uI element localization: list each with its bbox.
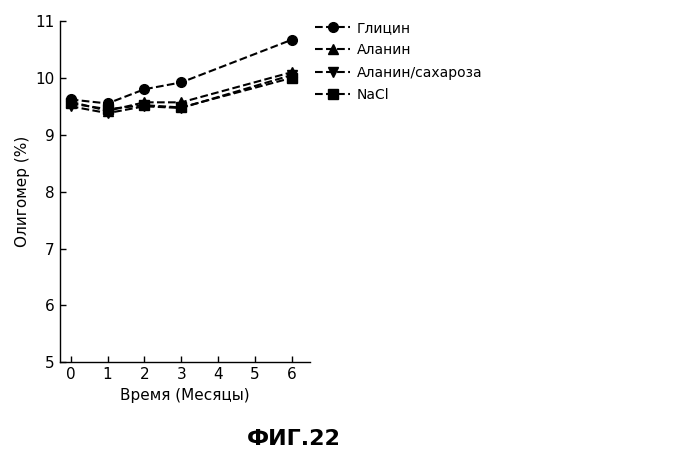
Аланин/сахароза (287, 72, 296, 78)
NaCl (287, 75, 296, 81)
Глицин (103, 101, 112, 106)
Text: ФИГ.22: ФИГ.22 (247, 429, 340, 449)
Аланин (177, 99, 185, 105)
Y-axis label: Олигомер (%): Олигомер (%) (15, 136, 30, 247)
Аланин (66, 99, 75, 104)
Line: Глицин: Глицин (66, 35, 296, 109)
Аланин (287, 69, 296, 75)
Глицин (177, 80, 185, 85)
Line: Аланин: Аланин (66, 67, 296, 116)
Аланин (103, 108, 112, 114)
Аланин/сахароза (103, 110, 112, 116)
Line: NaCl: NaCl (66, 73, 296, 114)
Legend: Глицин, Аланин, Аланин/сахароза, NaCl: Глицин, Аланин, Аланин/сахароза, NaCl (315, 21, 482, 102)
X-axis label: Время (Месяцы): Время (Месяцы) (120, 388, 250, 403)
NaCl (140, 103, 149, 108)
Аланин/сахароза (177, 105, 185, 111)
Line: Аланин/сахароза: Аланин/сахароза (66, 70, 296, 118)
NaCl (66, 101, 75, 106)
Аланин/сахароза (66, 104, 75, 109)
Глицин (140, 87, 149, 92)
Аланин (140, 99, 149, 105)
NaCl (177, 105, 185, 110)
Глицин (66, 97, 75, 102)
Глицин (287, 37, 296, 43)
NaCl (103, 106, 112, 112)
Аланин/сахароза (140, 104, 149, 109)
